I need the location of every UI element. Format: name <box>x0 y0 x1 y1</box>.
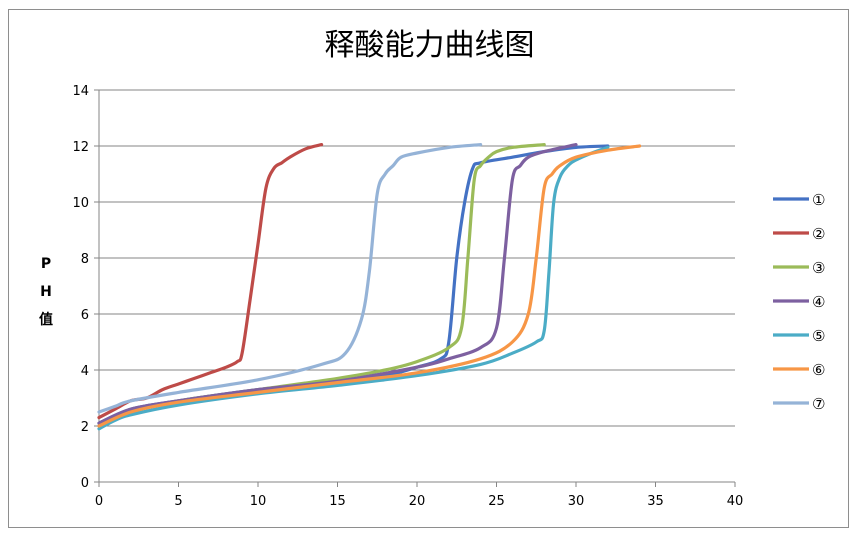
x-tick-label: 5 <box>174 494 182 509</box>
x-tick-label: 35 <box>647 494 664 509</box>
series-line-4 <box>97 143 578 425</box>
series-lines <box>97 143 642 431</box>
chart-title: 释酸能力曲线图 <box>324 28 535 63</box>
y-tick-label: 12 <box>72 140 89 155</box>
series-line-5 <box>97 145 610 431</box>
series-line-7 <box>97 143 483 414</box>
legend: ① ② ③ ④ ⑤ ⑥ ⑦ <box>773 191 825 413</box>
x-tick-label: 15 <box>329 494 346 509</box>
series-line-6 <box>97 144 642 428</box>
y-tick-label: 0 <box>81 476 89 491</box>
y-axis-label-char: P <box>41 256 51 272</box>
legend-label: ③ <box>812 259 825 277</box>
y-tick-label: 14 <box>72 84 89 99</box>
x-tick-label: 0 <box>95 494 103 509</box>
legend-label: ⑦ <box>812 395 825 413</box>
x-tick-labels: 0 5 10 15 20 25 30 35 40 <box>95 494 743 509</box>
legend-label: ⑤ <box>812 327 825 345</box>
y-tick-label: 10 <box>72 196 89 211</box>
y-tick-label: 4 <box>81 364 89 379</box>
y-tick-label: 2 <box>81 420 89 435</box>
x-tick-label: 20 <box>409 494 426 509</box>
y-tick-label: 6 <box>81 308 89 323</box>
y-tick-label: 8 <box>81 252 89 267</box>
x-tick-label: 30 <box>568 494 585 509</box>
chart-frame <box>8 9 849 528</box>
x-tick-label: 10 <box>250 494 267 509</box>
y-tick-labels: 0 2 4 6 8 10 12 14 <box>72 84 89 491</box>
legend-label: ④ <box>812 293 825 311</box>
series-line-2 <box>97 143 324 420</box>
axes <box>94 89 736 487</box>
legend-label: ⑥ <box>812 361 825 379</box>
x-tick-label: 40 <box>727 494 744 509</box>
y-axis-label: PH值 <box>39 256 53 328</box>
legend-label: ① <box>812 191 825 209</box>
x-tick-label: 25 <box>488 494 505 509</box>
y-axis-label-char: 值 <box>39 311 53 328</box>
y-axis-label-char: H <box>40 284 52 300</box>
legend-label: ② <box>812 225 825 243</box>
